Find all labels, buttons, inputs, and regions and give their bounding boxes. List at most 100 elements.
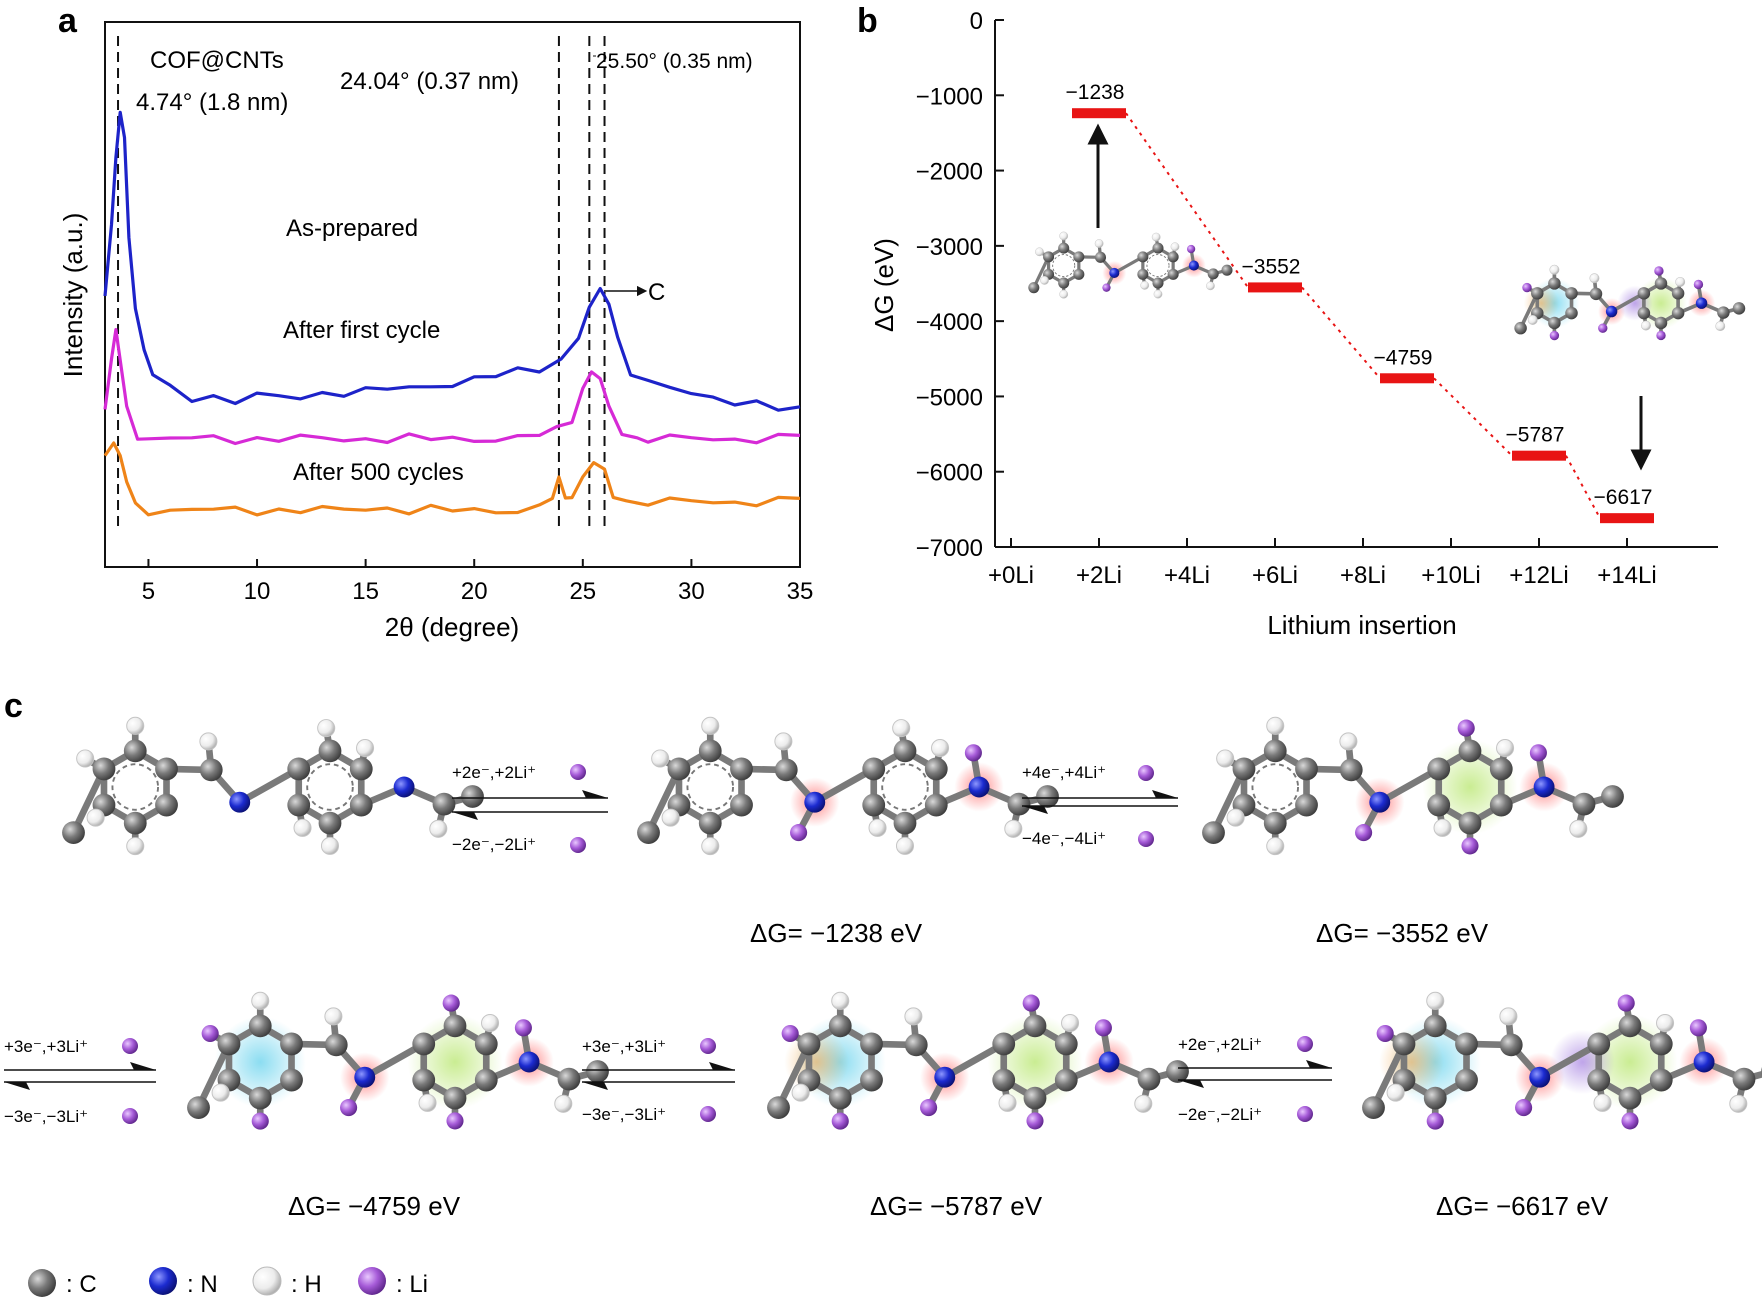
hydrogen-atom-icon [1216, 749, 1235, 768]
hydrogen-atom-icon [998, 1093, 1017, 1112]
hydrogen-atom-icon [904, 1007, 923, 1026]
carbon-peak-label: C [648, 279, 665, 306]
lithium-atom-icon [340, 1099, 358, 1117]
carbon-atom-icon [1427, 757, 1451, 781]
carbon-atom-icon [1167, 268, 1179, 280]
reverse-arrowhead [452, 812, 478, 820]
nitrogen-atom-icon [1695, 297, 1708, 309]
panel-a-letter: a [58, 2, 78, 40]
step4-reverse-label: −3e⁻,−3Li⁺ [582, 1105, 666, 1124]
hydrogen-atom-icon [831, 991, 850, 1010]
carbon-atom-icon [1152, 242, 1164, 254]
carbon-atom-icon [443, 1014, 467, 1038]
lithium-atom-icon [790, 824, 808, 842]
carbon-atom-icon [1023, 1086, 1047, 1110]
hydrogen-atom-icon [1151, 232, 1161, 242]
dg-y-tick-label: 0 [970, 8, 983, 35]
hydrogen-atom-icon [1040, 276, 1049, 285]
series-label-after-first-cycle: After first cycle [283, 317, 440, 344]
carbon-atom-icon [1058, 242, 1070, 254]
carbon-atom-icon [774, 758, 798, 782]
hydrogen-atom-icon [126, 716, 145, 735]
atom-legend: : C : N : H : Li [28, 1266, 428, 1298]
nitrogen-atom-icon [229, 791, 251, 813]
lithium-atom-icon [1522, 282, 1532, 293]
carbon-atom-icon [1587, 1032, 1611, 1056]
carbon-atom-icon [155, 757, 178, 781]
carbon-atom-icon [1073, 268, 1085, 280]
dg-y-tick-label: −7000 [916, 535, 983, 562]
step3-reverse-label: −3e⁻,−3Li⁺ [4, 1107, 88, 1126]
step2-forward-label: +4e⁻,+4Li⁺ [1022, 763, 1106, 782]
hydrogen-atom-icon [1170, 242, 1180, 252]
xrd-series [103, 110, 801, 517]
nitrogen-atom-icon [1109, 267, 1120, 279]
carbon-atom-icon [1362, 1096, 1385, 1119]
lithium-atom-icon [1515, 1099, 1533, 1117]
xrd-x-tick-label: 10 [244, 578, 271, 605]
carbon-atom-icon [349, 757, 373, 781]
carbon-atom-icon [828, 1014, 852, 1038]
dg-level-label: −6617 [1594, 486, 1653, 509]
lithium-ion-icon [1297, 1036, 1313, 1052]
carbon-atom-icon [992, 1032, 1016, 1056]
carbon-atom-icon [1232, 757, 1256, 781]
series-label-after-500-cycles: After 500 cycles [293, 459, 464, 486]
carbon-atom-icon [1423, 1086, 1447, 1110]
hydrogen-atom-icon [892, 719, 911, 738]
carbon-atom-icon [1043, 251, 1055, 263]
inset-molecule-plus-2li [1028, 231, 1233, 299]
lithium-atom-icon [1656, 330, 1666, 341]
nitrogen-atom-icon [518, 1051, 540, 1073]
carbon-atom-icon [1649, 1068, 1673, 1092]
lithium-atom-icon [514, 1019, 532, 1037]
nitrogen-atom-icon [934, 1066, 956, 1088]
carbon-atom-icon [1499, 1033, 1523, 1057]
dg-3552-label: ΔG= −3552 eV [1316, 918, 1489, 948]
hydrogen-atom-icon [252, 1266, 282, 1296]
legend-nitrogen: : N [187, 1271, 218, 1298]
carbon-atom-icon [1654, 277, 1668, 290]
hydrogen-atom-icon [1569, 819, 1588, 838]
dg-y-tick-label: −1000 [916, 83, 983, 110]
inset-molecule-plus-14li [1514, 264, 1746, 341]
hydrogen-atom-icon [1266, 837, 1285, 856]
carbon-atom-icon [1637, 306, 1651, 320]
bond [1210, 765, 1248, 836]
step5-forward-label: +2e⁻,+2Li⁺ [1178, 1035, 1262, 1054]
dg-x-tick-label: +6Li [1252, 562, 1298, 589]
dg-y-ticks: 0 −1000 −2000 −3000 −4000 −5000 −6000 −7000 [916, 8, 1004, 562]
lithium-atom-icon [1457, 719, 1475, 737]
carbon-atom-icon [893, 811, 917, 835]
xrd-x-tick-label: 30 [678, 578, 705, 605]
step5-reverse-label: −2e⁻,−2Li⁺ [1178, 1105, 1262, 1124]
lithium-atom-icon [358, 1267, 386, 1295]
xrd-chart: 5 10 15 20 25 30 35 2θ (degree) Intensity (a.u… [58, 21, 813, 642]
carbon-atom-icon [1572, 792, 1596, 816]
xrd-x-tick-label: 20 [461, 578, 488, 605]
xrd-x-tick-label: 5 [142, 578, 155, 605]
carbon-atom-icon [1094, 251, 1107, 263]
carbon-atom-icon [123, 811, 147, 835]
lithium-atom-icon [251, 1112, 269, 1130]
carbon-atom-icon [1054, 1068, 1078, 1092]
carbon-atom-icon [1207, 268, 1219, 280]
nitrogen-atom-icon [393, 776, 415, 798]
carbon-atom-icon [586, 1060, 609, 1083]
lithium-ion-icon [122, 1038, 138, 1054]
hydrogen-atom-icon [1549, 264, 1560, 275]
nitrogen-atom-icon [1369, 791, 1391, 813]
carbon-atom-icon [318, 739, 342, 763]
scheme-arrows [4, 764, 1332, 1124]
carbon-atom-icon [1587, 1068, 1611, 1092]
carbon-atom-icon [280, 1068, 303, 1092]
lithium-atom-icon [1094, 1019, 1112, 1037]
forward-arrowhead [130, 1062, 156, 1070]
carbon-atom-icon [474, 1068, 498, 1092]
xrd-x-tick-label: 15 [352, 578, 379, 605]
hydrogen-atom-icon [1004, 819, 1023, 838]
lithium-atom-icon [1102, 283, 1111, 292]
carbon-atom-icon [349, 793, 373, 817]
lithium-ion-icon [570, 837, 586, 853]
carbon-atom-icon [432, 792, 456, 816]
